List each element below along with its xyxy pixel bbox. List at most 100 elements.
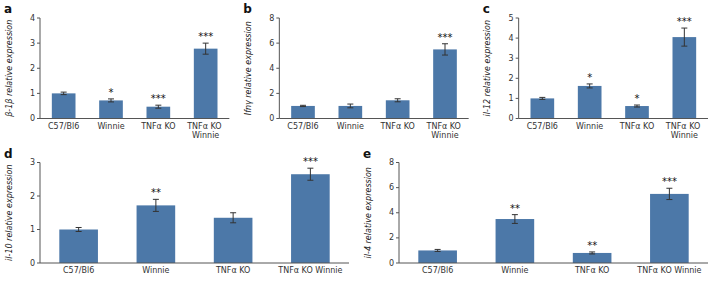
- bar: [59, 230, 98, 264]
- x-tick-label: TNFα KO: [619, 122, 654, 131]
- y-tick-label: 0: [389, 259, 394, 268]
- y-tick-label: 2: [509, 74, 514, 83]
- error-bar: [512, 215, 518, 224]
- panel: aβ-1β relative expression01234*******C57…: [4, 2, 229, 140]
- x-axis: [519, 118, 708, 119]
- y-tick-label: 8: [269, 14, 274, 23]
- plot-area: [52, 43, 218, 118]
- x-tick-label: TNFα KO Winnie: [186, 122, 224, 140]
- x-tick-label-line: Winnie: [192, 131, 219, 140]
- y-axis-label: il-12 relative expression: [483, 20, 492, 116]
- y-tick-label: 4: [30, 14, 35, 23]
- error-cap: [539, 99, 545, 100]
- error-bar: [634, 105, 640, 107]
- error-cap: [666, 199, 672, 200]
- x-tick-label-line: TNFα KO: [186, 122, 224, 131]
- significance: *: [635, 93, 640, 104]
- error-line: [78, 227, 79, 231]
- significance: **: [510, 203, 520, 214]
- panel-label: d: [4, 147, 13, 161]
- error-cap: [108, 98, 114, 99]
- error-cap: [347, 107, 353, 108]
- plot-area: [418, 188, 688, 263]
- significance: **: [151, 187, 161, 198]
- bar: [418, 250, 457, 263]
- error-cap: [589, 251, 595, 252]
- bar: [214, 218, 253, 263]
- error-line: [589, 84, 590, 88]
- error-line: [205, 43, 206, 54]
- error-line: [350, 104, 351, 108]
- y-tick-label: 2: [30, 192, 35, 201]
- error-cap: [681, 46, 687, 47]
- error-bar: [587, 84, 593, 88]
- y-axis: [40, 18, 41, 119]
- bar: [531, 98, 555, 118]
- background: [0, 0, 718, 289]
- error-cap: [61, 92, 67, 93]
- error-cap: [512, 223, 518, 224]
- error-cap: [539, 97, 545, 98]
- panel: dil-10 relative expression0123*****C57/B…: [4, 147, 349, 276]
- bar: [625, 106, 649, 118]
- error-cap: [155, 108, 161, 109]
- error-cap: [153, 199, 159, 200]
- bar: [433, 49, 457, 118]
- error-bar: [76, 227, 82, 231]
- x-axis: [279, 118, 468, 119]
- x-tick-label-line: Winnie: [671, 131, 698, 140]
- x-tick-label-line: TNFα KO: [665, 122, 703, 131]
- error-cap: [347, 104, 353, 105]
- x-tick-label: Winnie: [501, 266, 528, 275]
- bar: [52, 93, 76, 118]
- error-cap: [442, 55, 448, 56]
- x-tick-label: C57/Bl6: [422, 266, 453, 275]
- error-cap: [108, 101, 114, 102]
- x-tick-label: TNFα KO: [574, 266, 609, 275]
- error-cap: [587, 87, 593, 88]
- x-tick-label: TNFα KO Winnie: [636, 266, 701, 275]
- error-cap: [395, 98, 401, 99]
- error-cap: [681, 28, 687, 29]
- y-axis-label: β-1β relative expression: [5, 20, 14, 118]
- x-axis: [399, 263, 708, 264]
- y-tick-label: 1: [509, 94, 514, 103]
- bar: [291, 174, 330, 263]
- y-tick-label: 2: [389, 233, 394, 242]
- plot-area: [291, 44, 457, 119]
- panel-label: c: [483, 2, 490, 16]
- error-bar: [435, 249, 441, 251]
- error-cap: [435, 249, 441, 250]
- significance: ***: [662, 176, 677, 187]
- error-cap: [230, 222, 236, 223]
- error-bar: [442, 44, 448, 55]
- error-bar: [539, 97, 545, 99]
- y-tick-label: 0: [30, 259, 35, 268]
- y-tick-label: 6: [269, 39, 274, 48]
- error-cap: [307, 180, 313, 181]
- significance: *: [109, 87, 114, 98]
- y-axis-label: il-10 relative expression: [5, 165, 14, 261]
- x-tick-label: TNFα KO Winnie: [426, 122, 464, 140]
- error-cap: [76, 231, 82, 232]
- panel: bIfnγ relative expression02468***C57/Bl6…: [243, 2, 468, 140]
- plot-area: [531, 28, 697, 118]
- x-tick-label-line: TNFα KO: [426, 122, 464, 131]
- panel: eil-4 relative expression02468*******C57…: [363, 147, 708, 276]
- bar: [578, 86, 602, 119]
- y-tick-label: 4: [509, 34, 514, 43]
- y-tick-label: 6: [389, 183, 394, 192]
- panel-label: b: [243, 2, 252, 16]
- error-bar: [153, 199, 159, 211]
- panel-label: e: [363, 147, 371, 161]
- x-tick-label: TNFα KO: [215, 266, 250, 275]
- error-cap: [203, 43, 209, 44]
- error-line: [233, 213, 234, 223]
- bar: [291, 106, 315, 119]
- x-tick-label: Winnie: [337, 122, 364, 131]
- error-cap: [153, 211, 159, 212]
- significance: ***: [303, 156, 318, 167]
- error-cap: [512, 214, 518, 215]
- error-cap: [230, 212, 236, 213]
- error-cap: [435, 251, 441, 252]
